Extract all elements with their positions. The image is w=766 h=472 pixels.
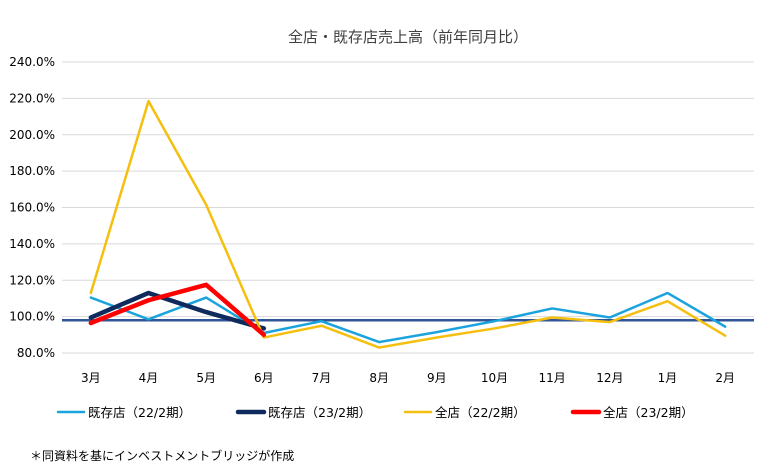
y-tick-label: 220.0% xyxy=(9,91,55,105)
series-line-4 xyxy=(88,282,267,338)
x-tick-label: 11月 xyxy=(539,371,566,385)
legend-label: 全店（22/2期） xyxy=(435,405,526,420)
series-line-3 xyxy=(89,99,727,349)
series-line-1 xyxy=(89,291,727,344)
x-tick-label: 3月 xyxy=(81,371,101,385)
x-axis-ticks: 3月 4月 5月 6月 7月 8月 9月 10月 11月 12月 1月 2月 xyxy=(81,371,735,385)
y-tick-label: 120.0% xyxy=(9,273,55,287)
legend-label: 既存店（22/2期） xyxy=(88,405,191,420)
x-tick-label: 12月 xyxy=(596,371,623,385)
line-chart: 全店・既存店売上高（前年同月比） 80.0% 100.0% 120.0% 140.0%… xyxy=(9,28,754,420)
legend-label: 既存店（23/2期） xyxy=(268,405,371,420)
grid-lines xyxy=(62,61,754,354)
chart-title: 全店・既存店売上高（前年同月比） xyxy=(288,28,528,46)
y-tick-label: 80.0% xyxy=(17,346,55,360)
x-tick-label: 4月 xyxy=(139,371,159,385)
series-line-2 xyxy=(88,290,267,331)
x-tick-label: 5月 xyxy=(196,371,216,385)
x-tick-label: 9月 xyxy=(427,371,447,385)
footnote: ＊同資料を基にインベストメントブリッジが作成 xyxy=(30,449,295,463)
x-tick-label: 6月 xyxy=(254,371,274,385)
x-tick-label: 7月 xyxy=(312,371,332,385)
y-axis-ticks: 80.0% 100.0% 120.0% 140.0% 160.0% 180.0% 200.0… xyxy=(9,55,55,360)
y-tick-label: 200.0% xyxy=(9,128,55,142)
y-tick-label: 160.0% xyxy=(9,201,55,215)
series-lines xyxy=(88,99,727,349)
legend: 既存店（22/2期） 既存店（23/2期） 全店（22/2期） 全店（23/2期） xyxy=(56,405,694,420)
x-tick-label: 8月 xyxy=(369,371,389,385)
x-tick-label: 2月 xyxy=(715,371,735,385)
x-tick-label: 1月 xyxy=(658,371,678,385)
y-tick-label: 240.0% xyxy=(9,55,55,69)
y-tick-label: 180.0% xyxy=(9,164,55,178)
x-tick-label: 10月 xyxy=(481,371,508,385)
y-tick-label: 140.0% xyxy=(9,237,55,251)
y-tick-label: 100.0% xyxy=(9,310,55,324)
legend-label: 全店（23/2期） xyxy=(603,405,694,420)
